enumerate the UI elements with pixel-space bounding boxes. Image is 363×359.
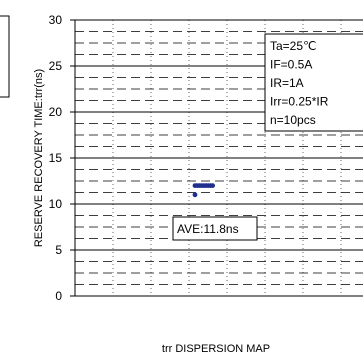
y-tick-label: 0	[55, 289, 62, 303]
conditions-box	[264, 33, 363, 132]
y-tick-label: 15	[49, 151, 63, 165]
y-tick-label: 20	[49, 105, 63, 119]
y-tick-label: 25	[49, 59, 63, 73]
y-axis-label: RESERVE RECOVERY TIME:trr(ns)	[33, 69, 45, 247]
condition-line: n=10pcs	[270, 113, 316, 127]
condition-line: Ta=25℃	[270, 39, 317, 53]
average-box	[172, 216, 258, 241]
conditions-list: Ta=25℃ IF=0.5A IR=1A Irr=0.25*IR n=10pcs	[270, 39, 329, 127]
data-points	[192, 183, 216, 198]
chart-title: trr DISPERSION MAP	[162, 343, 270, 355]
condition-line: Irr=0.25*IR	[270, 95, 329, 109]
y-tick-label: 5	[55, 243, 62, 257]
condition-line: IF=0.5A	[270, 58, 312, 72]
y-tick-label: 30	[49, 13, 63, 27]
y-tick-labels: 0 5 10 15 20 25 30	[49, 13, 75, 303]
condition-line: IR=1A	[270, 76, 304, 90]
y-tick-label: 10	[49, 197, 63, 211]
left-cut-box	[0, 15, 10, 98]
data-point	[192, 192, 198, 198]
data-point	[210, 183, 216, 189]
average-label: AVE:11.8ns	[177, 222, 239, 236]
